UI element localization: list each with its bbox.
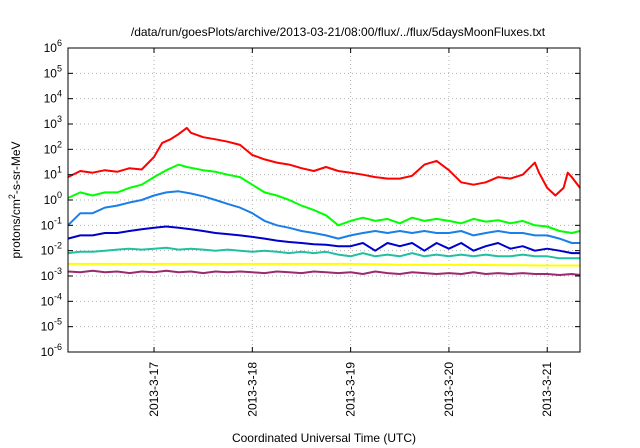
y-tick-label: 10-2 bbox=[41, 241, 62, 258]
y-tick-label: 102 bbox=[44, 139, 62, 156]
y-tick-base: 10 bbox=[44, 66, 58, 80]
y-tick-label: 10-5 bbox=[41, 317, 62, 334]
y-tick-label: 10-6 bbox=[41, 342, 62, 359]
y-tick-base: 10 bbox=[41, 218, 55, 232]
series-line bbox=[67, 126, 581, 197]
y-tick-label: 105 bbox=[44, 63, 62, 80]
grid-lines bbox=[68, 47, 580, 353]
y-axis-label: protons/cm2-s-sr-MeV bbox=[7, 141, 23, 258]
x-tick-label: 2013-3-20 bbox=[442, 362, 456, 417]
y-tick-base: 10 bbox=[44, 41, 58, 55]
x-tick-label: 2013-3-21 bbox=[540, 362, 554, 417]
y-tick-label: 101 bbox=[44, 165, 62, 182]
y-tick-label: 10-3 bbox=[41, 266, 62, 283]
y-tick-base: 10 bbox=[44, 92, 58, 106]
y-tick-exponent: 1 bbox=[57, 165, 62, 175]
y-tick-exponent: -6 bbox=[54, 342, 62, 352]
y-tick-exponent: -2 bbox=[54, 241, 62, 251]
y-tick-exponent: -5 bbox=[54, 317, 62, 327]
y-tick-base: 10 bbox=[41, 244, 55, 258]
y-tick-base: 10 bbox=[41, 345, 55, 359]
y-tick-exponent: 3 bbox=[57, 114, 62, 124]
series-line bbox=[67, 190, 580, 244]
x-tick-label: 2013-3-19 bbox=[344, 362, 358, 417]
series-line bbox=[67, 269, 581, 276]
x-tick-label: 2013-3-18 bbox=[245, 362, 259, 417]
y-tick-label: 100 bbox=[44, 190, 62, 207]
series-line bbox=[68, 262, 580, 267]
y-tick-exponent: -4 bbox=[54, 291, 62, 301]
series-line bbox=[67, 225, 580, 255]
y-tick-label: 103 bbox=[44, 114, 62, 131]
y-tick-exponent: 4 bbox=[57, 89, 62, 99]
x-tick-label: 2013-3-17 bbox=[147, 362, 161, 417]
y-tick-base: 10 bbox=[44, 193, 58, 207]
chart-title: /data/run/goesPlots/archive/2013-03-21/0… bbox=[131, 25, 546, 39]
series-line bbox=[67, 246, 580, 260]
y-tick-base: 10 bbox=[41, 294, 55, 308]
y-tick-label: 10-4 bbox=[41, 291, 62, 308]
y-tick-label: 10-1 bbox=[41, 215, 62, 232]
x-axis-ticks: 2013-3-17 2013-3-18 2013-3-19 2013-3-20 2013… bbox=[147, 48, 554, 417]
y-tick-base: 10 bbox=[44, 117, 58, 131]
y-tick-exponent: 2 bbox=[57, 139, 62, 149]
x-axis-label: Coordinated Universal Time (UTC) bbox=[232, 431, 416, 445]
y-tick-exponent: -3 bbox=[54, 266, 62, 276]
y-tick-label: 106 bbox=[44, 38, 62, 55]
y-tick-base: 10 bbox=[44, 142, 58, 156]
y-axis-ticks: 10610510410310210110010-110-210-310-410-… bbox=[41, 38, 580, 359]
series-layer bbox=[67, 126, 581, 276]
series-line bbox=[67, 163, 581, 234]
y-tick-exponent: -1 bbox=[54, 215, 62, 225]
y-tick-exponent: 6 bbox=[57, 38, 62, 48]
y-tick-label: 104 bbox=[44, 89, 62, 106]
y-tick-base: 10 bbox=[41, 320, 55, 334]
y-tick-base: 10 bbox=[41, 269, 55, 283]
y-axis-label-main: protons/cm bbox=[9, 199, 23, 258]
y-axis-label-sup: 2 bbox=[7, 194, 17, 199]
y-axis-label-rest: -s-sr-MeV bbox=[9, 141, 23, 194]
y-tick-exponent: 5 bbox=[57, 63, 62, 73]
y-tick-base: 10 bbox=[44, 168, 58, 182]
y-tick-exponent: 0 bbox=[57, 190, 62, 200]
